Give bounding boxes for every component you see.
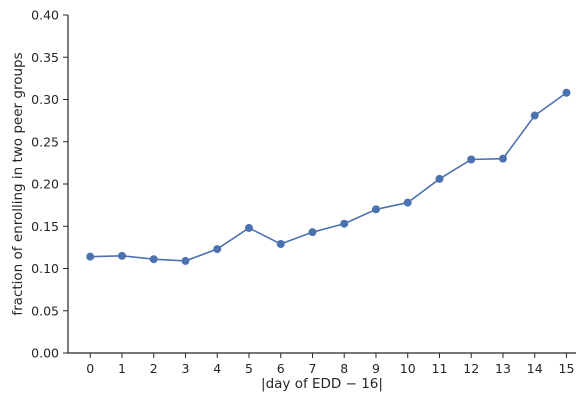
- x-tick-label: 11: [432, 361, 448, 376]
- data-point: [244, 223, 253, 232]
- data-point: [467, 155, 476, 164]
- x-tick-label: 5: [245, 361, 253, 376]
- y-tick-label: 0.20: [31, 177, 59, 192]
- x-tick-label: 14: [527, 361, 543, 376]
- data-point: [403, 198, 412, 207]
- y-axis-title: fraction of enrolling in two peer groups: [10, 52, 26, 315]
- data-point: [562, 88, 571, 97]
- x-tick-label: 9: [372, 361, 380, 376]
- y-tick-label: 0.25: [31, 134, 59, 149]
- x-tick-label: 3: [181, 361, 189, 376]
- x-tick-label: 4: [213, 361, 221, 376]
- x-tick-label: 7: [308, 361, 316, 376]
- data-point: [213, 245, 222, 254]
- data-point: [340, 219, 349, 228]
- data-point: [181, 256, 190, 265]
- data-point: [86, 252, 95, 261]
- series-layer: [86, 88, 571, 265]
- x-tick-label: 0: [86, 361, 94, 376]
- y-tick-label: 0.30: [31, 92, 59, 107]
- y-tick-label: 0.35: [31, 50, 59, 65]
- data-point: [149, 255, 158, 264]
- data-point: [117, 251, 126, 260]
- x-tick-label: 13: [495, 361, 511, 376]
- y-tick-label: 0.15: [31, 219, 59, 234]
- data-point: [371, 205, 380, 214]
- data-point: [308, 228, 317, 237]
- y-tick-label: 0.00: [31, 346, 59, 361]
- y-tick-label: 0.10: [31, 261, 59, 276]
- x-tick-label: 1: [118, 361, 126, 376]
- x-tick-label: 15: [559, 361, 575, 376]
- series-line: [90, 92, 567, 262]
- x-tick-label: 10: [400, 361, 416, 376]
- y-axis-ticks: 0.00 0.05 0.10 0.15 0.20 0.25 0.30 0.35 0.40: [31, 8, 68, 361]
- data-point: [435, 174, 444, 183]
- x-tick-label: 6: [277, 361, 285, 376]
- x-tick-label: 12: [463, 361, 479, 376]
- data-point: [276, 239, 285, 248]
- x-axis-ticks: 0 1 2 3 4 5 6 7 8 9 10 11 12 13 14 15: [86, 353, 574, 376]
- data-point: [498, 154, 507, 163]
- y-tick-label: 0.40: [31, 8, 59, 23]
- data-point: [530, 111, 539, 120]
- x-tick-label: 2: [150, 361, 158, 376]
- x-tick-label: 8: [340, 361, 348, 376]
- x-axis-title: |day of EDD − 16|: [261, 376, 383, 392]
- y-tick-label: 0.05: [31, 303, 59, 318]
